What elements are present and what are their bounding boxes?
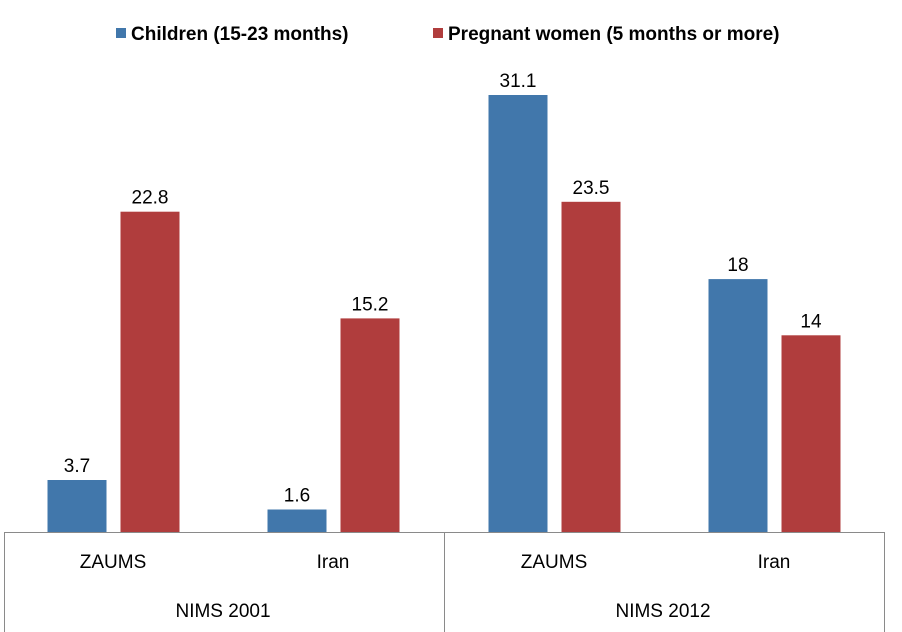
- data-label-children-2: 31.1: [500, 71, 537, 92]
- data-label-children-0: 3.7: [64, 456, 90, 477]
- bar-pregnant-women-2: [561, 201, 621, 533]
- bar-pregnant-women-1: [340, 318, 400, 532]
- category-label-0: ZAUMS: [80, 552, 147, 573]
- category-label-2: ZAUMS: [521, 552, 588, 573]
- group-label-0: NIMS 2001: [175, 601, 270, 622]
- legend-swatch-children: [116, 28, 126, 38]
- bar-children-1: [267, 509, 327, 532]
- data-label-children-1: 1.6: [284, 486, 310, 507]
- data-label-pregnant-women-0: 22.8: [132, 188, 169, 209]
- category-label-1: Iran: [317, 552, 350, 573]
- bar-children-2: [488, 95, 548, 532]
- category-axis-table: [4, 532, 885, 632]
- group-labels: NIMS 2001 NIMS 2012: [175, 601, 710, 622]
- data-labels: 3.7 1.6 31.1 18 22.8 15.2 23.5 14: [64, 71, 822, 507]
- data-label-pregnant-women-2: 23.5: [573, 178, 610, 199]
- bar-pregnant-women-3: [781, 335, 841, 532]
- data-label-pregnant-women-1: 15.2: [352, 294, 389, 315]
- bar-children-0: [47, 480, 107, 532]
- legend-label-pregnant-women: Pregnant women (5 months or more): [448, 24, 779, 45]
- category-label-3: Iran: [758, 552, 791, 573]
- legend-swatch-pregnant-women: [433, 28, 443, 38]
- legend-label-children: Children (15-23 months): [131, 24, 348, 45]
- category-labels: ZAUMS Iran ZAUMS Iran: [80, 552, 791, 573]
- bars: [47, 95, 841, 533]
- data-label-children-3: 18: [727, 255, 748, 276]
- data-label-pregnant-women-3: 14: [800, 311, 822, 332]
- group-label-1: NIMS 2012: [615, 601, 710, 622]
- bar-children-3: [708, 279, 768, 532]
- bar-pregnant-women-0: [120, 211, 180, 532]
- legend: Children (15-23 months) Pregnant women (…: [116, 24, 779, 45]
